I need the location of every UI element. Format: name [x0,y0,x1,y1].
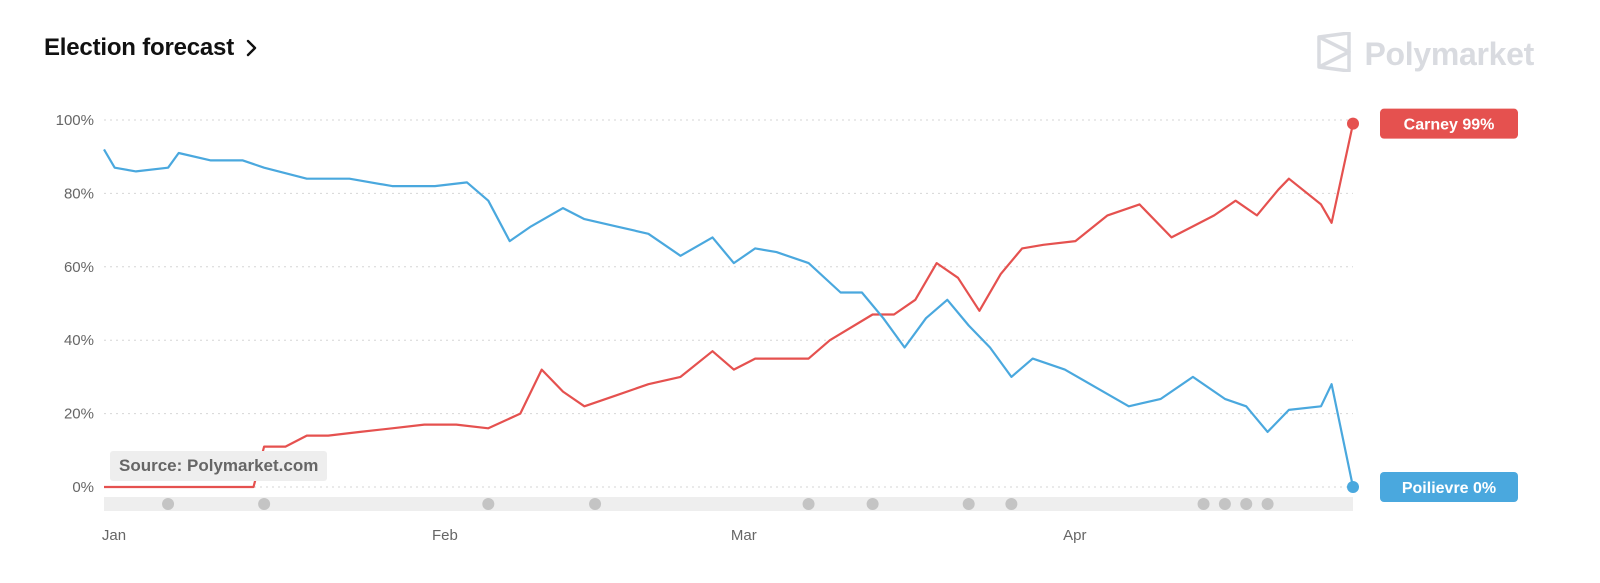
polymarket-logo-icon [1316,31,1352,77]
y-tick-label: 80% [64,185,94,202]
series-end-dot [1347,117,1359,130]
y-tick-label: 100% [56,112,94,129]
chevron-right-icon [246,39,258,57]
x-tick-label: Jan [102,527,126,544]
y-tick-label: 40% [64,332,94,349]
x-tick-label: Mar [731,527,757,544]
series-end-label: Carney 99% [1404,117,1495,134]
page-title: Election forecast [44,34,234,61]
event-marker[interactable] [866,498,879,510]
x-tick-label: Apr [1063,527,1086,544]
event-marker[interactable] [802,498,815,510]
series-end-label: Poilievre 0% [1402,480,1496,497]
y-tick-label: 60% [64,259,94,276]
series-line-carney [104,123,1355,489]
series-line-poilievre [103,148,1355,488]
event-track [104,497,1353,511]
brand-logo: Polymarket [1316,31,1534,77]
event-marker[interactable] [162,498,175,510]
event-marker[interactable] [1218,498,1231,510]
event-marker[interactable] [1240,498,1253,510]
chart-header-link[interactable]: Election forecast [44,34,258,62]
brand-name: Polymarket [1364,36,1534,72]
event-marker[interactable] [1005,498,1018,510]
x-tick-label: Feb [432,527,458,544]
event-marker[interactable] [589,498,602,510]
y-tick-label: 0% [72,479,94,496]
y-tick-label: 20% [64,406,94,423]
event-marker[interactable] [258,498,271,510]
event-marker[interactable] [1197,498,1210,510]
series-end-label-badge [1380,108,1518,139]
series-end-dot [1347,481,1359,493]
event-marker[interactable] [962,498,975,510]
series-end-label-badge [1380,472,1518,502]
source-label: Source: Polymarket.com [110,451,328,481]
event-marker[interactable] [1261,498,1274,510]
event-marker[interactable] [482,498,495,510]
